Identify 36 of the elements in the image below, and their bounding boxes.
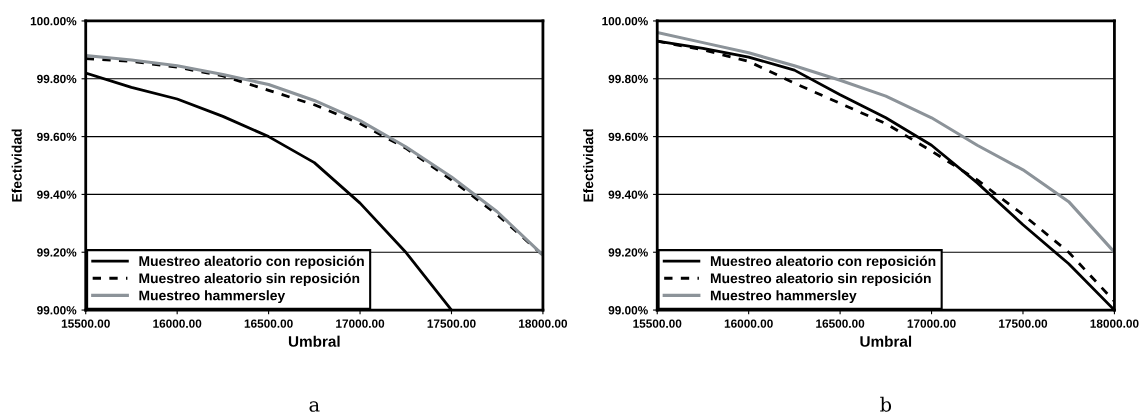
x-tick-label: 15500.00 — [633, 319, 682, 328]
x-tick-label: 18000.00 — [1090, 319, 1139, 328]
x-tick-label: 16500.00 — [244, 319, 293, 328]
x-tick-label: 16500.00 — [816, 319, 865, 328]
x-tick-label: 17000.00 — [336, 319, 385, 328]
y-tick-label: 99.40% — [608, 190, 648, 199]
x-tick-label: 18000.00 — [519, 319, 568, 328]
x-tick-label: 17500.00 — [427, 319, 476, 328]
x-tick-label: 15500.00 — [61, 319, 110, 328]
text: b — [880, 396, 892, 412]
y-tick-label: 99.20% — [37, 248, 77, 257]
x-tick-label: 17000.00 — [907, 319, 956, 328]
y-tick-label: 100.00% — [30, 16, 77, 26]
x-axis-title: Umbral — [288, 335, 340, 347]
y-tick-label: 99.80% — [608, 74, 648, 84]
x-tick-label: 16000.00 — [724, 319, 773, 328]
y-tick-label: 99.00% — [608, 306, 648, 315]
y-tick-label: 100.00% — [602, 16, 648, 26]
y-tick-label: 99.20% — [608, 248, 648, 257]
y-tick-label: 99.00% — [37, 306, 77, 315]
y-tick-label: 99.60% — [608, 132, 648, 141]
x-tick-label: 17500.00 — [999, 319, 1048, 328]
y-tick-label: 99.60% — [37, 132, 77, 141]
legend-label: Muestreo aleatorio con reposición — [139, 255, 364, 269]
legend-label: Muestreo aleatorio sin reposición — [139, 272, 360, 286]
legend-label: Muestreo hammersley — [710, 290, 857, 304]
legend-label: Muestreo aleatorio sin reposición — [710, 272, 931, 286]
y-tick-label: 99.40% — [37, 190, 77, 199]
text: a — [309, 401, 320, 412]
legend-label: Muestreo aleatorio con reposición — [710, 255, 936, 269]
y-axis-title: Efectividad — [11, 129, 22, 202]
y-axis-title: Efectividad — [583, 129, 594, 202]
legend-label: Muestreo hammersley — [139, 290, 286, 304]
x-axis-title: Umbral — [860, 335, 912, 347]
y-tick-label: 99.80% — [37, 74, 77, 84]
x-tick-label: 16000.00 — [153, 319, 202, 328]
